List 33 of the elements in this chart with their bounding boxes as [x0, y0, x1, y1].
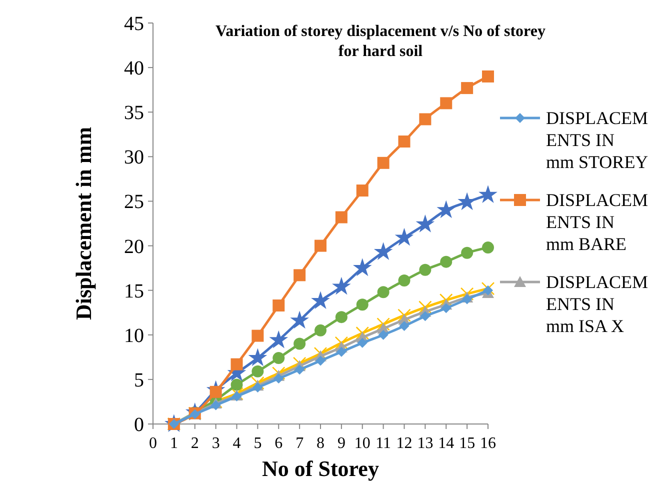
x-tick-label: 11 [376, 435, 392, 452]
legend-label: DISPLACEMENTS IN mm STOREY [546, 108, 648, 172]
x-axis-title: No of Storey [262, 456, 379, 481]
x-tick-label: 1 [170, 435, 178, 452]
legend-label: DISPLACEMENTS IN mm ISA X [546, 272, 648, 336]
x-tick-label: 0 [149, 435, 157, 452]
y-tick-label: 20 [124, 236, 144, 258]
x-tick-label: 15 [459, 435, 476, 452]
x-tick-label: 7 [296, 435, 304, 452]
x-tick-label: 14 [438, 435, 454, 452]
x-tick-label: 9 [337, 435, 346, 452]
x-tick-label: 5 [254, 435, 262, 452]
y-tick-label: 40 [124, 58, 144, 80]
y-tick-label: 25 [124, 191, 144, 214]
x-tick-label: 3 [212, 435, 220, 452]
y-tick-label: 30 [124, 146, 144, 169]
y-tick-label: 5 [134, 369, 144, 392]
y-tick-label: 15 [124, 280, 144, 302]
x-tick-label: 8 [316, 435, 324, 452]
y-tick-label: 45 [124, 13, 144, 35]
x-tick-label: 4 [232, 435, 241, 452]
y-axis-title: Displacement in mm [71, 126, 96, 320]
legend-label: DISPLACEMENTS IN mm BARE [546, 190, 648, 254]
y-tick-label: 35 [124, 102, 144, 124]
x-tick-label: 2 [190, 435, 199, 452]
x-tick-label: 10 [354, 435, 370, 452]
x-tick-label: 13 [417, 435, 434, 452]
text: Variation of storey displacement v/s No of storey for hard soil [216, 23, 546, 60]
y-tick-label: 0 [134, 414, 144, 436]
x-tick-label: 6 [274, 435, 283, 452]
y-tick-label: 10 [124, 324, 144, 347]
x-tick-label: 16 [480, 435, 496, 452]
x-tick-label: 12 [396, 435, 412, 452]
